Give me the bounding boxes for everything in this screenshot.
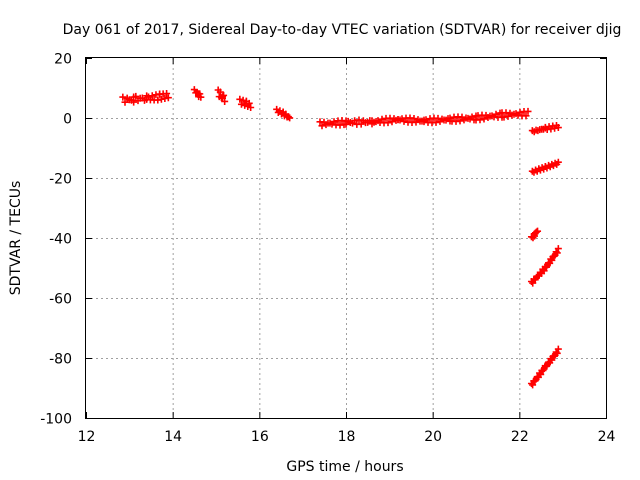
data-point xyxy=(553,249,561,257)
y-tick-label: -20 xyxy=(49,172,72,188)
data-point xyxy=(529,381,537,389)
data-point xyxy=(550,252,558,260)
data-point xyxy=(284,113,292,121)
data-point xyxy=(318,122,326,130)
data-point xyxy=(237,100,245,108)
ticks: 12 14 16 18 20 22 24 -100 -80 -60 -40 -20 0 20 xyxy=(40,52,615,446)
data-point xyxy=(410,115,418,122)
data-point xyxy=(522,112,530,120)
data-point xyxy=(130,98,138,106)
data-point xyxy=(286,114,294,122)
data-point xyxy=(534,227,542,235)
data-point xyxy=(132,92,140,100)
data-point xyxy=(516,108,524,116)
data-point xyxy=(480,115,488,123)
x-tick-label: 18 xyxy=(338,429,356,445)
x-tick-label: 12 xyxy=(78,429,96,445)
data-point xyxy=(384,119,392,127)
data-point xyxy=(164,94,172,102)
y-tick-label: -60 xyxy=(49,292,72,308)
y-tick-label: 20 xyxy=(54,52,72,68)
data-point xyxy=(216,88,224,96)
data-point xyxy=(548,356,556,364)
chart-title: Day 061 of 2017, Sidereal Day-to-day VTE… xyxy=(63,22,622,38)
data-point xyxy=(236,95,244,103)
data-point xyxy=(121,98,129,106)
data-point xyxy=(554,245,562,253)
data-point xyxy=(239,96,247,104)
x-tick-label: 22 xyxy=(511,429,529,445)
x-tick-label: 16 xyxy=(251,429,269,445)
data-point xyxy=(476,116,484,124)
data-point xyxy=(540,267,548,275)
y-tick-label: 0 xyxy=(63,112,72,128)
data-point xyxy=(148,92,156,100)
data-point xyxy=(456,117,464,125)
data-point xyxy=(221,97,229,105)
data-point xyxy=(196,90,204,98)
y-tick-label: -80 xyxy=(49,352,72,368)
data-point xyxy=(533,228,541,236)
data-point xyxy=(554,124,562,132)
data-point xyxy=(197,93,205,101)
x-tick-label: 24 xyxy=(598,429,616,445)
x-axis-label: GPS time / hours xyxy=(286,459,403,475)
data-point xyxy=(245,99,253,107)
data-point xyxy=(524,107,532,115)
data-point xyxy=(554,345,562,353)
data-point xyxy=(553,349,561,357)
data-point xyxy=(554,158,562,166)
data-point xyxy=(432,118,440,126)
data-point xyxy=(163,90,171,98)
data-point xyxy=(531,232,538,240)
data-point xyxy=(548,256,556,264)
data-point xyxy=(220,91,228,99)
data-point xyxy=(119,93,127,101)
data-points xyxy=(119,86,562,389)
data-point xyxy=(154,96,162,104)
plot-frame xyxy=(85,57,607,419)
x-tick-label: 14 xyxy=(164,429,182,445)
y-axis-label: SDTVAR / TECUs xyxy=(8,181,24,296)
data-point xyxy=(537,370,545,378)
y-tick-label: -40 xyxy=(49,232,72,248)
y-tick-label: -100 xyxy=(40,412,72,428)
data-point xyxy=(247,104,255,112)
x-tick-label: 20 xyxy=(424,429,442,445)
data-point xyxy=(378,115,386,123)
